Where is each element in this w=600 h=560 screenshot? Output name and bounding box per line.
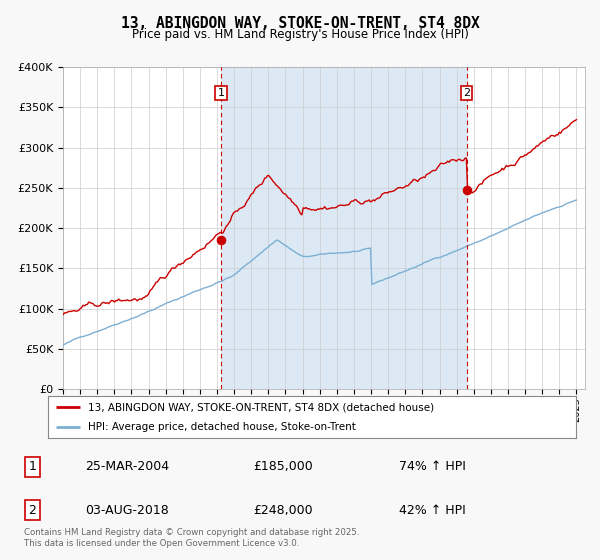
Text: 03-AUG-2018: 03-AUG-2018 xyxy=(85,503,169,517)
Text: Contains HM Land Registry data © Crown copyright and database right 2025.
This d: Contains HM Land Registry data © Crown c… xyxy=(24,528,359,548)
Text: 1: 1 xyxy=(217,88,224,98)
Bar xyxy=(221,67,467,389)
Point xyxy=(462,185,472,194)
Text: 25-MAR-2004: 25-MAR-2004 xyxy=(85,460,169,473)
Text: Price paid vs. HM Land Registry's House Price Index (HPI): Price paid vs. HM Land Registry's House … xyxy=(131,28,469,41)
Point xyxy=(216,236,226,245)
Text: 74% ↑ HPI: 74% ↑ HPI xyxy=(399,460,466,473)
Text: £185,000: £185,000 xyxy=(253,460,313,473)
Text: 42% ↑ HPI: 42% ↑ HPI xyxy=(399,503,466,517)
Text: 13, ABINGDON WAY, STOKE-ON-TRENT, ST4 8DX (detached house): 13, ABINGDON WAY, STOKE-ON-TRENT, ST4 8D… xyxy=(88,402,434,412)
Text: HPI: Average price, detached house, Stoke-on-Trent: HPI: Average price, detached house, Stok… xyxy=(88,422,355,432)
Text: 1: 1 xyxy=(28,460,36,473)
Text: 2: 2 xyxy=(28,503,36,517)
Text: 2: 2 xyxy=(463,88,470,98)
Text: 13, ABINGDON WAY, STOKE-ON-TRENT, ST4 8DX: 13, ABINGDON WAY, STOKE-ON-TRENT, ST4 8D… xyxy=(121,16,479,31)
Text: £248,000: £248,000 xyxy=(253,503,313,517)
